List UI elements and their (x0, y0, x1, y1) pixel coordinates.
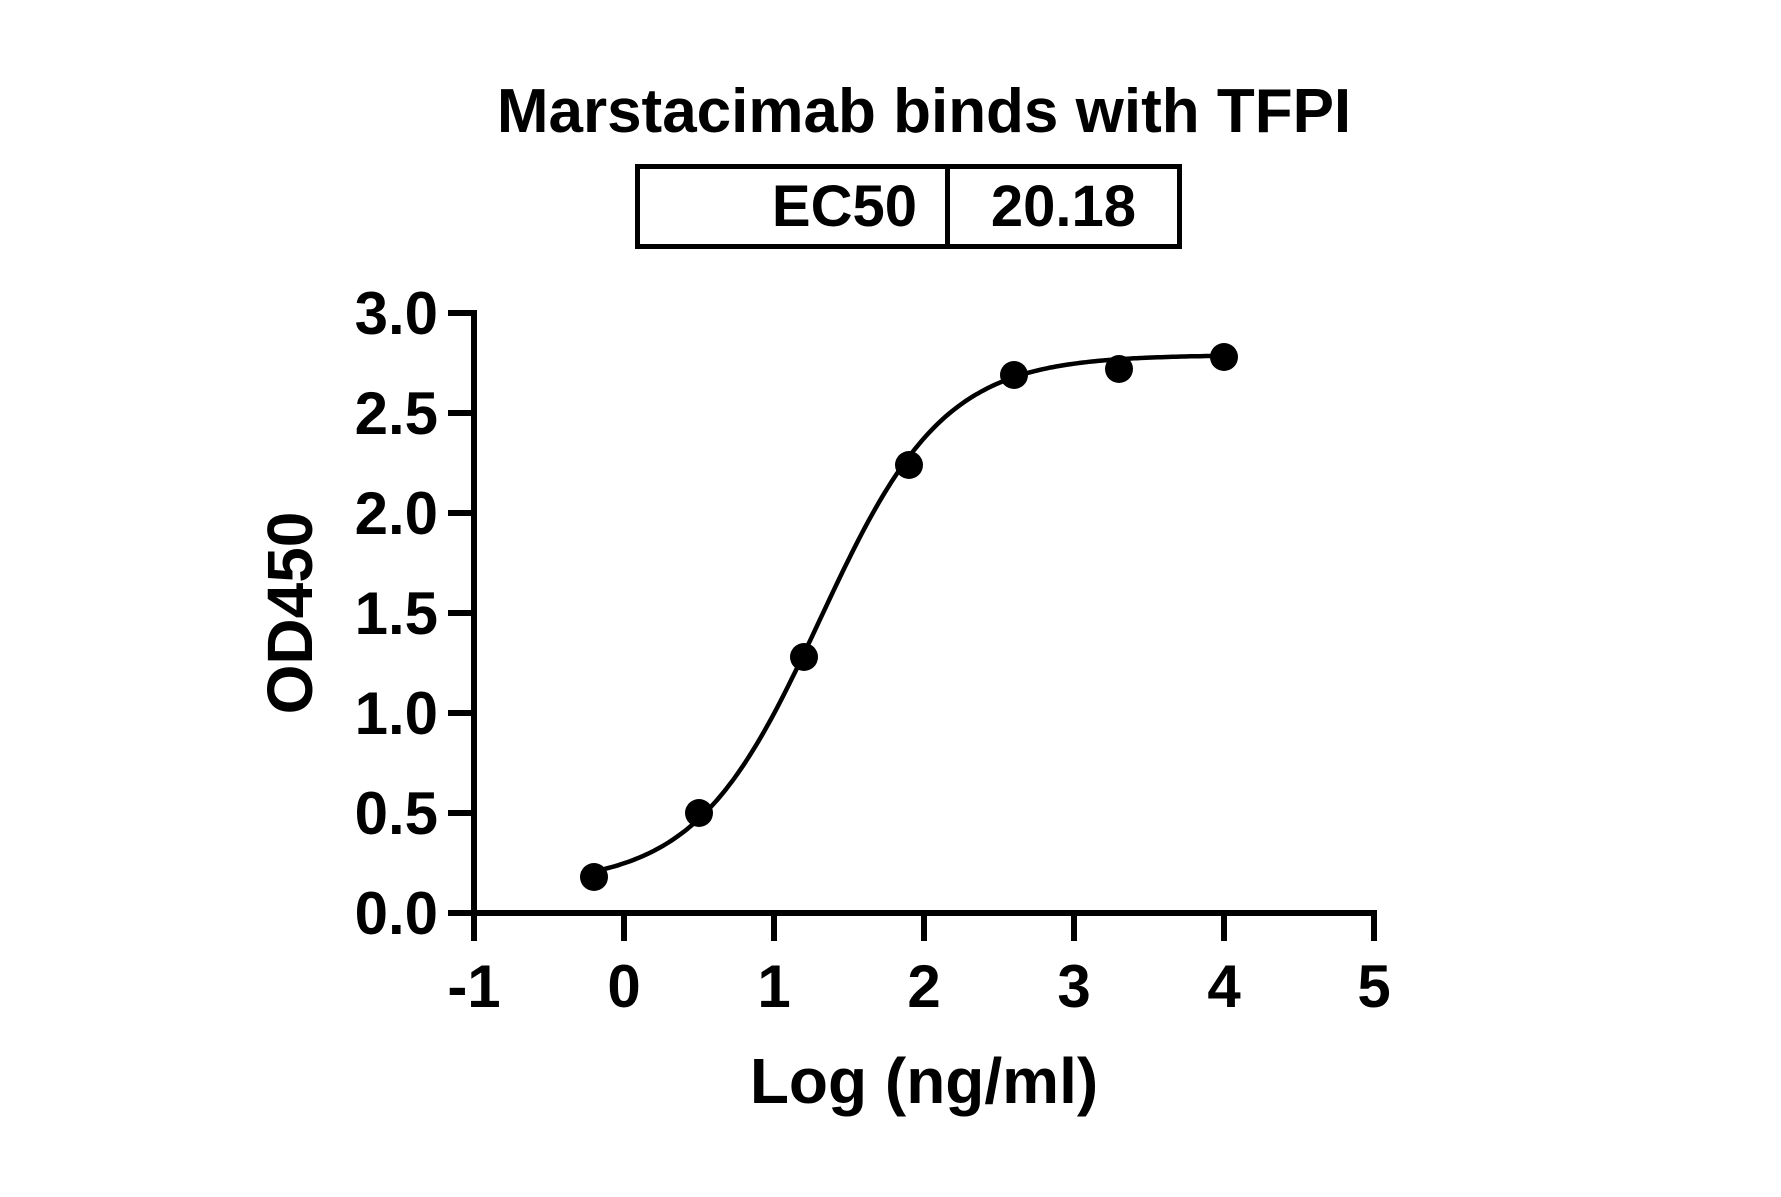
x-tick-label: -1 (447, 953, 500, 1020)
data-point (1210, 343, 1238, 371)
y-axis-title: OD450 (254, 512, 326, 715)
data-point (1000, 361, 1028, 389)
ec50-table: EC50 20.18 (635, 164, 1182, 249)
data-point (1105, 355, 1133, 383)
x-tick-label: 3 (1057, 953, 1090, 1020)
data-point (790, 643, 818, 671)
ec50-label-cell: EC50 (640, 169, 950, 244)
y-tick-label: 0.5 (355, 780, 438, 847)
x-tick-label: 5 (1357, 953, 1390, 1020)
y-tick-label: 3.0 (355, 280, 438, 347)
y-tick-label: 2.0 (355, 480, 438, 547)
y-tick-label: 1.0 (355, 680, 438, 747)
x-tick-label: 1 (757, 953, 790, 1020)
data-point (895, 451, 923, 479)
y-tick-label: 2.5 (355, 380, 438, 447)
chart-title: Marstacimab binds with TFPI (496, 77, 1352, 146)
y-tick-label: 1.5 (355, 580, 438, 647)
x-tick-label: 2 (907, 953, 940, 1020)
x-tick-label: 4 (1207, 953, 1241, 1020)
y-tick-label: 0.0 (355, 880, 438, 947)
x-axis-title: Log (ng/ml) (750, 1045, 1098, 1117)
ec50-value-cell: 20.18 (990, 174, 1137, 239)
x-tick-label: 0 (607, 953, 640, 1020)
data-point (685, 799, 713, 827)
data-point (580, 863, 608, 891)
fit-curve (591, 353, 1227, 874)
